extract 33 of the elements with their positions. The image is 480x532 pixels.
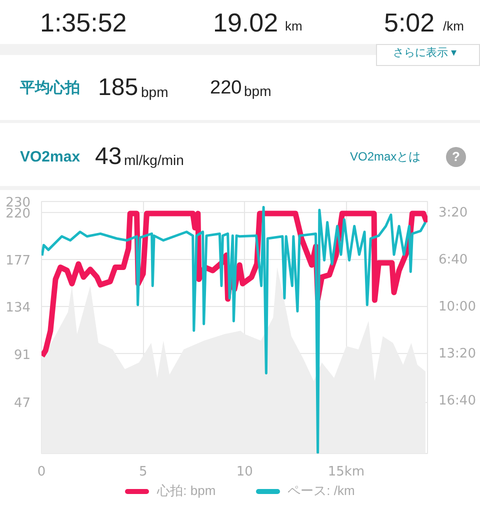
y2-tick-label: 13:20 — [438, 346, 476, 362]
x-tick-label: 5 — [138, 464, 148, 480]
text: ? — [446, 147, 466, 167]
line-series — [42, 206, 427, 454]
text: 平均心拍 — [20, 78, 80, 98]
text: ml/kg/min — [124, 151, 184, 170]
text: 43 — [95, 142, 122, 172]
y2-tick-label: 16:40 — [438, 394, 476, 409]
text: km — [285, 18, 302, 36]
y-tick-label: 47 — [14, 396, 31, 412]
y-tick-label: 134 — [6, 300, 31, 316]
text: bpm — [244, 82, 272, 101]
text: 220 — [210, 76, 242, 100]
text: VO2maxとは — [350, 148, 421, 166]
text: /km — [443, 18, 464, 36]
y-tick-label: 220 — [6, 206, 31, 222]
text: 1:35:52 — [40, 6, 127, 40]
legend-label: ペース: /km — [286, 482, 355, 500]
y-tick-label: 177 — [6, 254, 31, 269]
y2-tick-label: 10:00 — [438, 300, 476, 315]
x-tick-label: 15km — [328, 464, 365, 480]
text: 19.02 — [213, 6, 278, 40]
text: さらに表示 ▾ — [393, 46, 458, 62]
x-tick-label: 10 — [236, 464, 253, 480]
y2-tick-label: 3:20 — [438, 205, 468, 220]
x-tick-label: 0 — [37, 464, 46, 480]
y2-tick-label: 6:40 — [438, 252, 468, 268]
text: 185 — [98, 72, 138, 103]
text: VO2max — [20, 147, 80, 168]
text: 5:02 — [384, 6, 435, 40]
y-tick-label: 91 — [14, 348, 31, 363]
legend-label: 心拍: bpm — [156, 482, 216, 500]
text: bpm — [141, 83, 168, 102]
